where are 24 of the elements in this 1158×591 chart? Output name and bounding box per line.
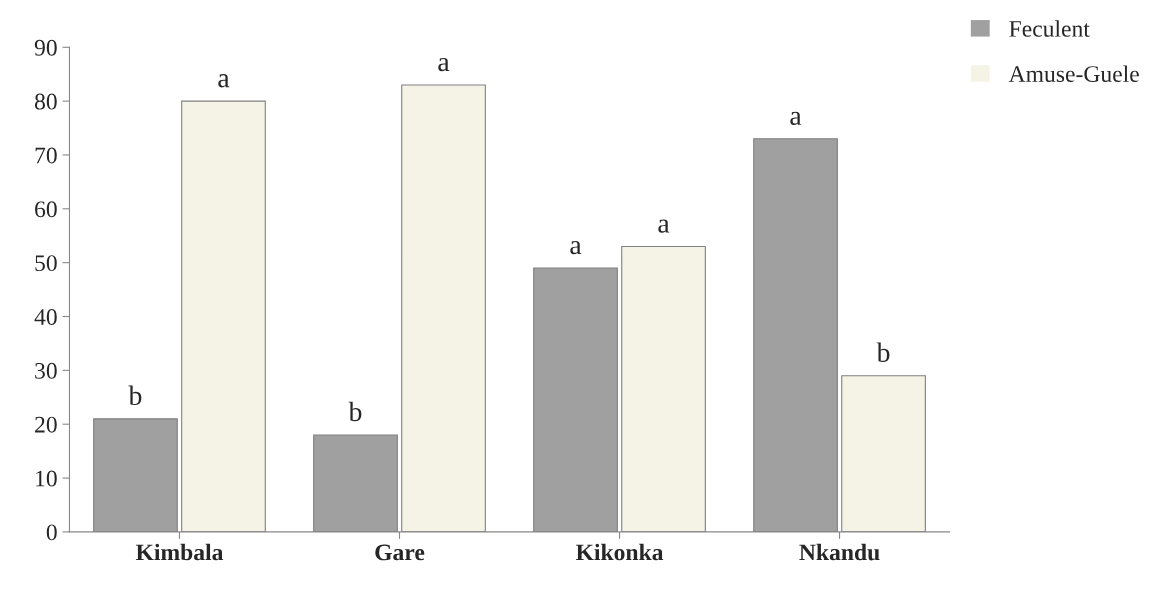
y-tick-label: 40	[34, 309, 57, 325]
y-tick-label: 0	[46, 524, 57, 541]
y-tick-label: 60	[35, 201, 57, 218]
x-tick-label: Kikonka	[575, 543, 664, 561]
annotation: a	[218, 74, 230, 88]
y-tick-label: 70	[35, 147, 57, 164]
annotation: a	[438, 57, 450, 72]
y-tick-label: 10	[36, 470, 57, 487]
annotation: a	[658, 219, 670, 233]
x-tick-label: Gare	[375, 544, 425, 561]
legend-label: Feculent	[1009, 20, 1090, 37]
y-tick-label: 80	[34, 93, 57, 110]
annotation: a	[570, 241, 582, 255]
y-tick-label: 30	[35, 362, 57, 379]
x-tick-label: Nkandu	[799, 543, 880, 561]
annotation: b	[348, 401, 362, 422]
y-tick-label: 20	[35, 416, 57, 433]
y-tick-label: 50	[35, 255, 57, 272]
y-tick-label: 90	[34, 39, 57, 56]
legend-label: Amuse-Guele	[1008, 65, 1139, 82]
x-tick-label: Kimbala	[135, 543, 224, 561]
annotation: a	[790, 111, 802, 126]
annotation: b	[876, 342, 890, 363]
annotation: b	[128, 385, 142, 406]
